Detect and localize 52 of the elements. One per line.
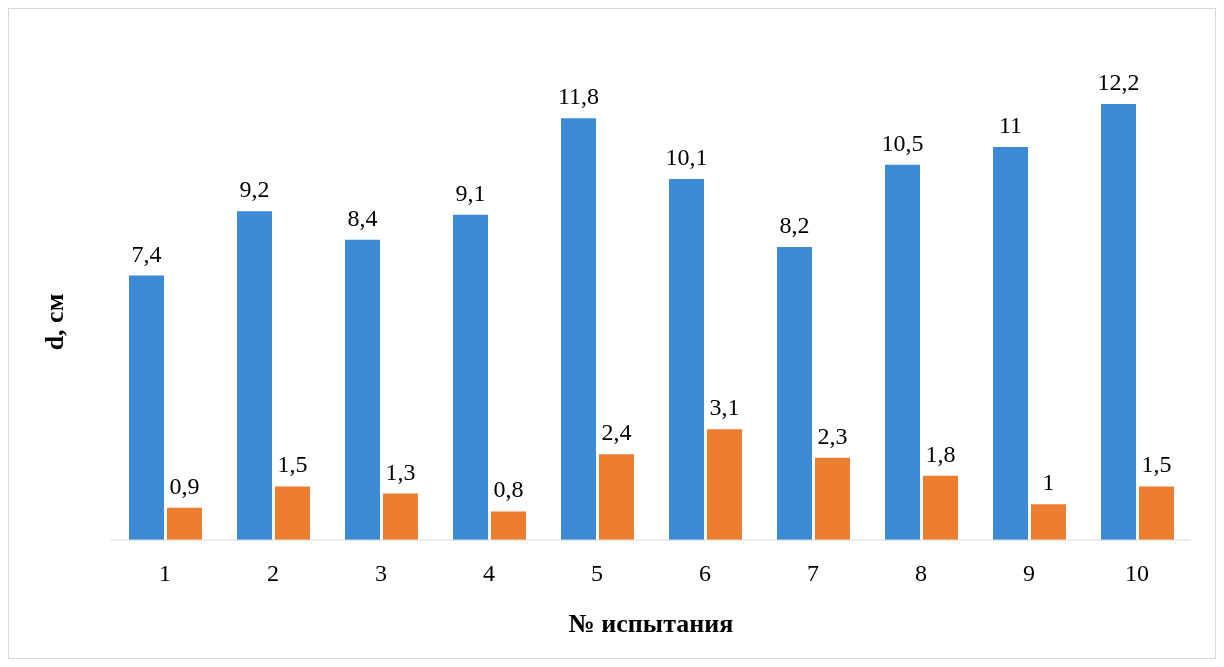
bar: [491, 511, 526, 540]
data-label: 2,4: [601, 419, 632, 446]
bar: [453, 214, 488, 540]
data-label: 9,2: [239, 176, 270, 203]
bar: [129, 275, 164, 540]
data-label: 9,1: [455, 179, 486, 206]
data-label: 12,2: [1097, 69, 1140, 95]
bar: [275, 486, 310, 540]
bar: [237, 211, 272, 540]
bar: [777, 246, 812, 540]
data-label: 8,4: [347, 204, 378, 231]
data-label: 2,3: [817, 422, 848, 449]
bar: [1101, 104, 1136, 540]
bar: [1139, 486, 1174, 540]
data-label: 10,5: [881, 129, 924, 156]
x-axis-title: № испытания: [568, 609, 734, 638]
bar: [345, 239, 380, 540]
bar: [669, 179, 704, 540]
bar: [1031, 504, 1066, 540]
data-label: 11: [998, 111, 1023, 138]
data-label: 11,8: [557, 83, 600, 110]
bar: [383, 493, 418, 540]
x-tick-label: 5: [591, 560, 603, 587]
bar: [561, 118, 596, 540]
data-label: 1,3: [385, 458, 416, 485]
data-label: 8,2: [779, 211, 810, 238]
bar: [815, 457, 850, 540]
x-tick-label: 3: [375, 560, 387, 587]
data-label: 0,9: [169, 472, 200, 499]
x-tick-label: 1: [159, 560, 171, 587]
bar: [885, 164, 920, 540]
x-tick-label: 2: [267, 560, 279, 587]
bar: [707, 429, 742, 540]
x-tick-label: 4: [483, 560, 495, 587]
bar: [923, 475, 958, 540]
data-label: 1,5: [1141, 451, 1172, 478]
bar: [993, 146, 1028, 540]
bar: [599, 454, 634, 540]
data-label: 1: [1042, 469, 1055, 496]
data-label: 3,1: [709, 394, 740, 421]
data-label: 1,5: [277, 451, 308, 478]
x-tick-label: 9: [1023, 560, 1035, 587]
x-tick-label: 7: [807, 560, 819, 587]
y-axis-title: d, см: [40, 293, 70, 351]
x-tick-label: 10: [1125, 560, 1149, 587]
data-label: 7,4: [131, 240, 162, 267]
data-label: 10,1: [665, 144, 708, 171]
x-tick-label: 6: [699, 560, 711, 587]
bar: [167, 507, 202, 540]
data-label: 0,8: [493, 476, 524, 503]
x-tick-label: 8: [915, 560, 927, 587]
data-label: 1,8: [925, 440, 956, 467]
